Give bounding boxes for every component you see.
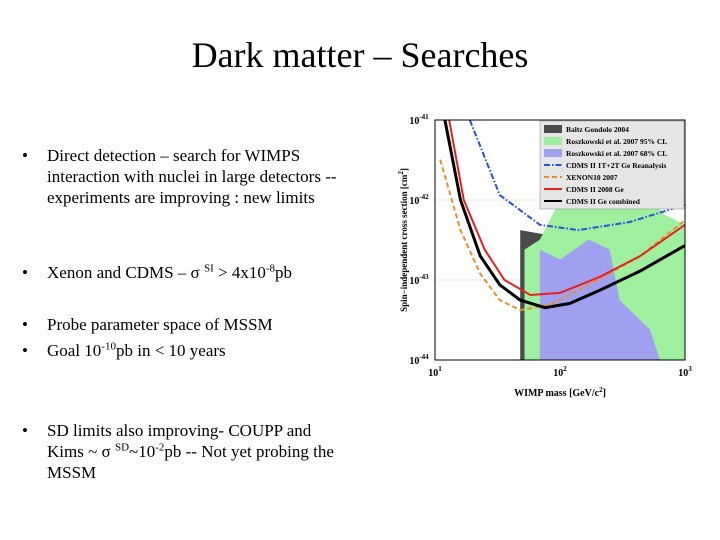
legend-label: CDMS II Ge combined: [566, 197, 641, 206]
tick-exponent: -41: [419, 113, 429, 121]
text-run: Spin−independent cross section [cm: [399, 174, 409, 312]
superscript: -8: [265, 262, 276, 275]
legend-label: CDMS II 2008 Ge: [566, 185, 624, 194]
bullet-text: Probe parameter space of MSSM: [47, 314, 347, 335]
text-run: ~10: [129, 442, 156, 461]
tick-base: 10: [553, 368, 563, 379]
tick-exponent: 2: [563, 365, 567, 373]
region: [539, 239, 660, 360]
bullet-text: Xenon and CDMS – σ SI > 4x10-8pb: [47, 262, 347, 283]
y-axis-label: Spin−independent cross section [cm2]: [397, 168, 409, 312]
superscript: SD: [114, 441, 130, 454]
legend-swatch: [544, 137, 562, 145]
legend-label: Roszkowski et al. 2007 95% CL: [566, 137, 667, 146]
y-tick-label: 10-43: [409, 273, 429, 287]
text-run: Probe parameter space of MSSM: [47, 315, 273, 334]
text-run: Direct detection – search for WIMPS inte…: [47, 146, 337, 207]
tick-exponent: -43: [419, 273, 429, 281]
tick-exponent: -44: [419, 353, 429, 361]
text-run: Goal 10: [47, 341, 102, 360]
text-run: pb: [275, 263, 293, 282]
x-tick-label: 102: [553, 365, 567, 379]
superscript: SI: [203, 262, 214, 275]
x-axis-label: WIMP mass [GeV/c2]: [514, 386, 606, 399]
bullet-text: Goal 10-10pb in < 10 years: [47, 340, 347, 361]
tick-exponent: 3: [688, 365, 692, 373]
tick-base: 10: [409, 356, 419, 367]
legend-swatch: [544, 125, 562, 133]
y-tick-label: 10-44: [409, 353, 429, 367]
legend-label: Roszkowski et al. 2007 68% CL: [566, 149, 667, 158]
text-run: ]: [399, 168, 409, 171]
curve: [468, 120, 685, 232]
superscript: -10: [101, 340, 116, 353]
bullet-text: Direct detection – search for WIMPS inte…: [47, 145, 347, 208]
tick-base: 10: [409, 116, 419, 127]
tick-base: 10: [428, 368, 438, 379]
x-tick-label: 101: [428, 365, 442, 379]
slide-title: Dark matter – Searches: [191, 35, 529, 75]
text-run: > 4x10: [213, 263, 266, 282]
legend-label: CDMS II 1T+2T Ge Reanalysis: [566, 161, 666, 170]
x-tick-label: 103: [678, 365, 692, 379]
tick-base: 10: [409, 276, 419, 287]
superscript: -2: [155, 441, 165, 454]
y-tick-label: 10-41: [409, 113, 429, 127]
text-run: pb in < 10 years: [115, 341, 226, 360]
superscript: 2: [397, 171, 405, 175]
tick-exponent: -42: [419, 193, 429, 201]
bullet-marker: •: [22, 263, 28, 282]
curve: [443, 120, 685, 310]
text-run: WIMP mass [GeV/c: [514, 388, 600, 399]
superscript: 2: [599, 386, 603, 394]
tick-exponent: 1: [438, 365, 442, 373]
bullet-marker: •: [22, 315, 28, 334]
plot-frame: [434, 119, 686, 361]
text-run: Xenon and CDMS – σ: [47, 263, 204, 282]
legend-label: XENON10 2007: [566, 173, 618, 182]
text-run: pb -- Not yet probing the MSSM: [47, 442, 334, 482]
text-run: ]: [603, 388, 606, 399]
legend-swatch: [544, 149, 562, 157]
curve: [448, 120, 685, 297]
text-run: SD limits also improving- COUPP and Kims…: [47, 421, 312, 461]
bullet-marker: •: [22, 146, 28, 165]
bullet-text: SD limits also improving- COUPP and Kims…: [47, 420, 339, 483]
bullet-marker: •: [22, 421, 28, 440]
tick-base: 10: [678, 368, 688, 379]
legend-box: [539, 120, 685, 210]
tick-base: 10: [409, 196, 419, 207]
legend-label: Baltz Gondolo 2004: [566, 125, 629, 134]
y-tick-label: 10-42: [409, 193, 429, 207]
bullet-marker: •: [22, 341, 28, 360]
